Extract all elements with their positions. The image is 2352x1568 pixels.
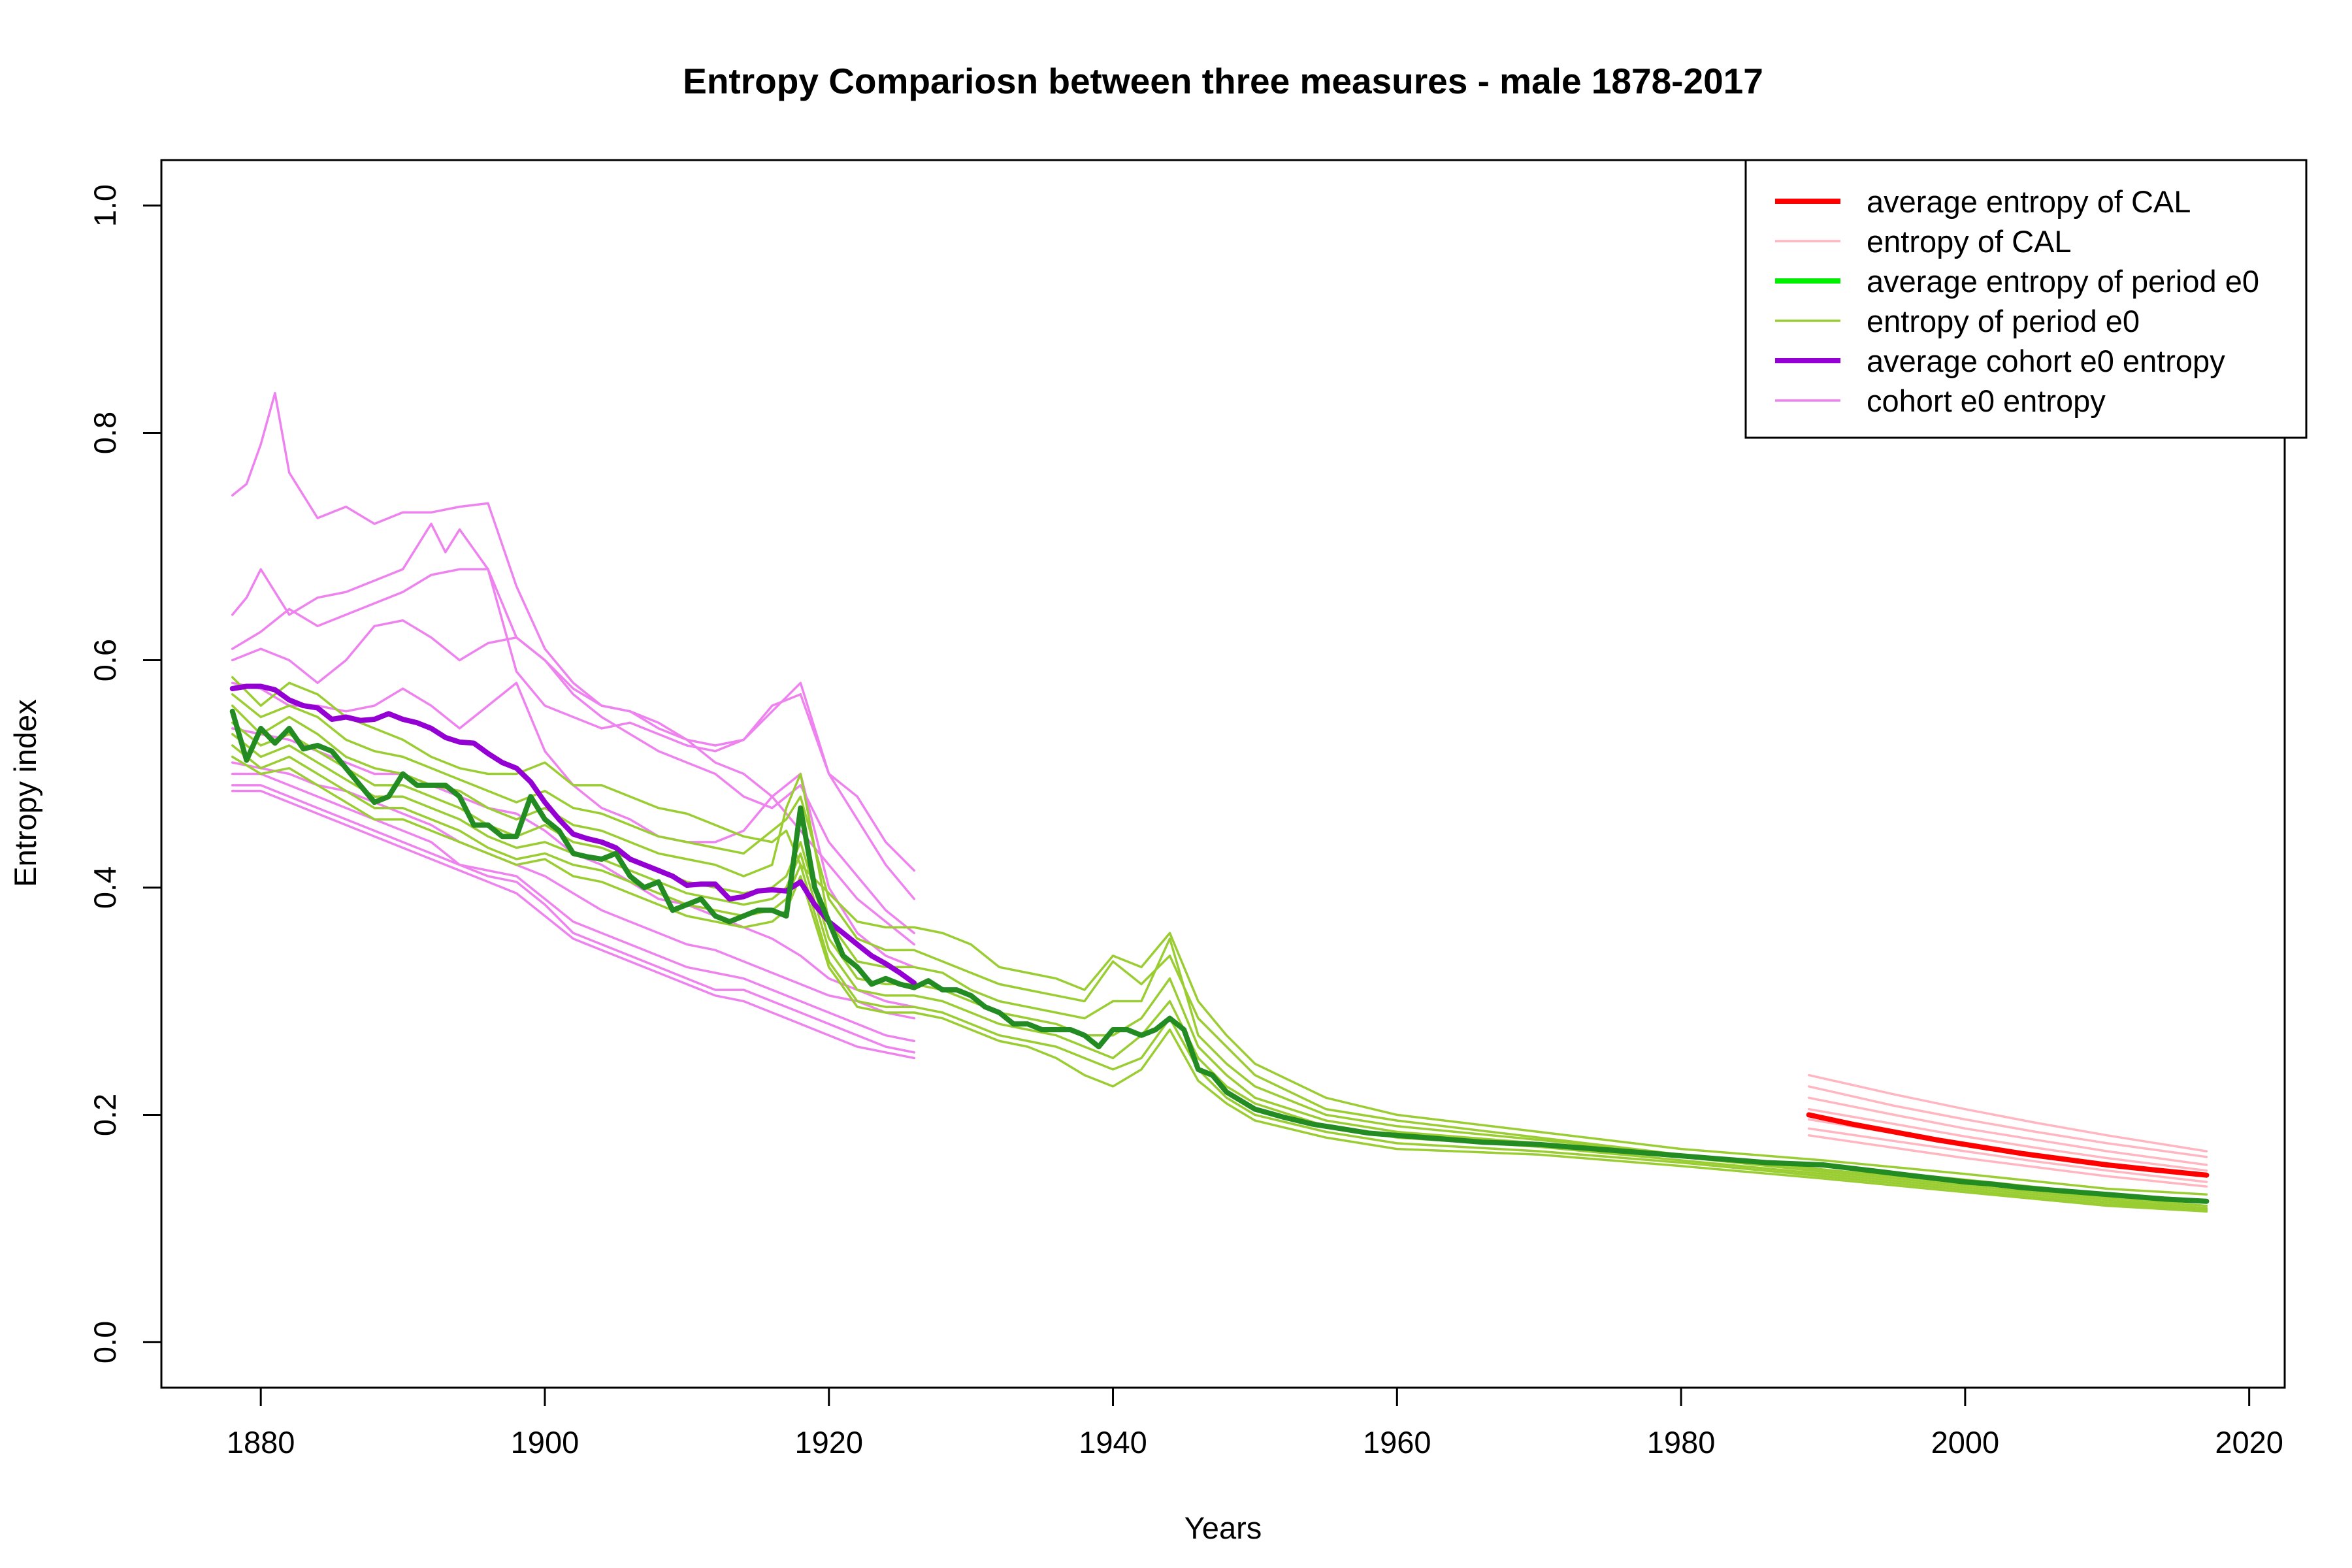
series-line-cal-thin-6 xyxy=(1807,1127,2208,1183)
y-tick-label: 0.0 xyxy=(88,1321,122,1364)
series-line-cal-thin-1 xyxy=(1807,1073,2208,1152)
y-tick-label: 1.0 xyxy=(88,184,122,227)
series-line-cohort-thin-4 xyxy=(231,619,915,946)
legend-label: entropy of CAL xyxy=(1867,224,2072,259)
x-axis-label: Years xyxy=(1184,1511,1262,1545)
legend: average entropy of CAL entropy of CAL aver… xyxy=(1744,159,2308,439)
series-line-cohort-thin-2 xyxy=(231,522,915,900)
y-axis: 0.0 0.2 0.4 0.6 0.8 1.0 xyxy=(88,184,163,1364)
series-line-cal-thin-7 xyxy=(1807,1134,2208,1188)
series-line-cohort-avg-1 xyxy=(229,683,917,986)
x-tick-label: 1920 xyxy=(794,1425,863,1460)
y-axis-label: Entropy index xyxy=(8,699,42,887)
series-line-cohort-thin-8 xyxy=(231,772,915,1043)
series-line-cal-thin-3 xyxy=(1807,1096,2208,1166)
x-tick-label: 1900 xyxy=(511,1425,580,1460)
series-line-cal-thin-4 xyxy=(1807,1107,2208,1172)
y-tick-label: 0.6 xyxy=(88,639,122,681)
y-tick-label: 0.4 xyxy=(88,866,122,909)
series-line-period-thin-5 xyxy=(231,732,2208,1211)
x-tick-label: 1940 xyxy=(1079,1425,1147,1460)
series-line-cohort-thin-9 xyxy=(231,784,915,1054)
series-line-period-thin-1 xyxy=(231,676,2208,1196)
series-line-period-thin-6 xyxy=(231,744,2208,1212)
series-line-cal-avg-1 xyxy=(1806,1112,2210,1178)
x-tick-label: 2000 xyxy=(1931,1425,2000,1460)
x-tick-label: 1960 xyxy=(1363,1425,1431,1460)
legend-label: average cohort e0 entropy xyxy=(1867,344,2225,378)
y-tick-label: 0.2 xyxy=(88,1094,122,1136)
legend-label: cohort e0 entropy xyxy=(1867,384,2106,418)
x-tick-label: 1880 xyxy=(227,1425,295,1460)
x-axis: 1880 1900 1920 1940 1960 1980 2000 2020 xyxy=(227,1386,2283,1460)
series-line-cohort-thin-3 xyxy=(231,568,915,934)
series-line-period-thin-7 xyxy=(231,755,2208,1213)
series-line-cal-thin-2 xyxy=(1807,1085,2208,1158)
legend-label: entropy of period e0 xyxy=(1867,304,2140,338)
series-line-period-avg-1 xyxy=(229,708,2210,1204)
x-tick-label: 2020 xyxy=(2215,1425,2283,1460)
x-tick-label: 1980 xyxy=(1647,1425,1716,1460)
series-line-period-thin-2 xyxy=(231,693,2208,1201)
legend-box xyxy=(1744,159,2308,439)
legend-label: average entropy of CAL xyxy=(1867,184,2191,219)
series-line-cohort-thin-10 xyxy=(231,789,915,1060)
series-layer xyxy=(229,391,2210,1213)
chart-title: Entropy Compariosn between three measure… xyxy=(683,61,1763,101)
y-tick-label: 0.8 xyxy=(88,412,122,454)
series-line-cohort-thin-1 xyxy=(231,391,915,872)
legend-label: average entropy of period e0 xyxy=(1867,264,2259,299)
